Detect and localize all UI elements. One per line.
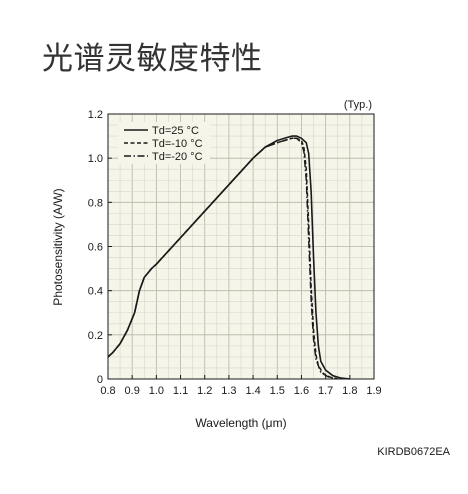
y-tick-label: 1.0 xyxy=(88,153,103,165)
x-tick-label: 1.1 xyxy=(173,385,188,397)
y-tick-label: 0.8 xyxy=(88,197,103,209)
typ-note: (Typ.) xyxy=(344,99,372,111)
series-line-2 xyxy=(107,137,338,380)
x-tick-label: 1.0 xyxy=(149,385,164,397)
x-tick-label: 1.7 xyxy=(318,385,333,397)
legend: Td=25 °CTd=-10 °CTd=-20 °C xyxy=(118,122,210,164)
x-tick-label: 0.9 xyxy=(125,385,140,397)
legend-label: Td=-10 °C xyxy=(152,138,203,150)
series-lines xyxy=(107,135,350,380)
x-axis-title: Wavelength (μm) xyxy=(195,416,286,430)
series-line-3 xyxy=(107,137,336,380)
x-tick-label: 1.2 xyxy=(197,385,212,397)
y-tick-label: 0.6 xyxy=(88,242,103,254)
y-tick-label: 0 xyxy=(97,374,103,386)
legend-label: Td=25 °C xyxy=(152,125,199,137)
y-axis-ticks: 0 0.2 0.4 0.6 0.8 1.0 1.2 xyxy=(88,109,112,386)
x-tick-label: 1.9 xyxy=(366,385,381,397)
y-tick-label: 1.2 xyxy=(88,109,103,121)
y-tick-label: 0.4 xyxy=(88,286,103,298)
x-tick-label: 1.3 xyxy=(221,385,236,397)
figure-code: KIRDB0672EA xyxy=(377,446,450,458)
page-title: 光谱灵敏度特性 xyxy=(42,41,263,77)
x-tick-label: 1.8 xyxy=(342,385,357,397)
y-axis-title: Photosensitivity (A/W) xyxy=(51,188,65,305)
x-tick-label: 1.6 xyxy=(294,385,309,397)
x-axis-ticks: 0.8 0.9 1.0 1.1 1.2 1.3 1.4 1.5 1.6 1.7 1.8 1.9 xyxy=(100,375,382,397)
x-tick-label: 1.5 xyxy=(270,385,285,397)
x-tick-label: 1.4 xyxy=(245,385,260,397)
y-tick-label: 0.2 xyxy=(88,330,103,342)
x-tick-label: 0.8 xyxy=(100,385,115,397)
legend-label: Td=-20 °C xyxy=(152,151,203,163)
